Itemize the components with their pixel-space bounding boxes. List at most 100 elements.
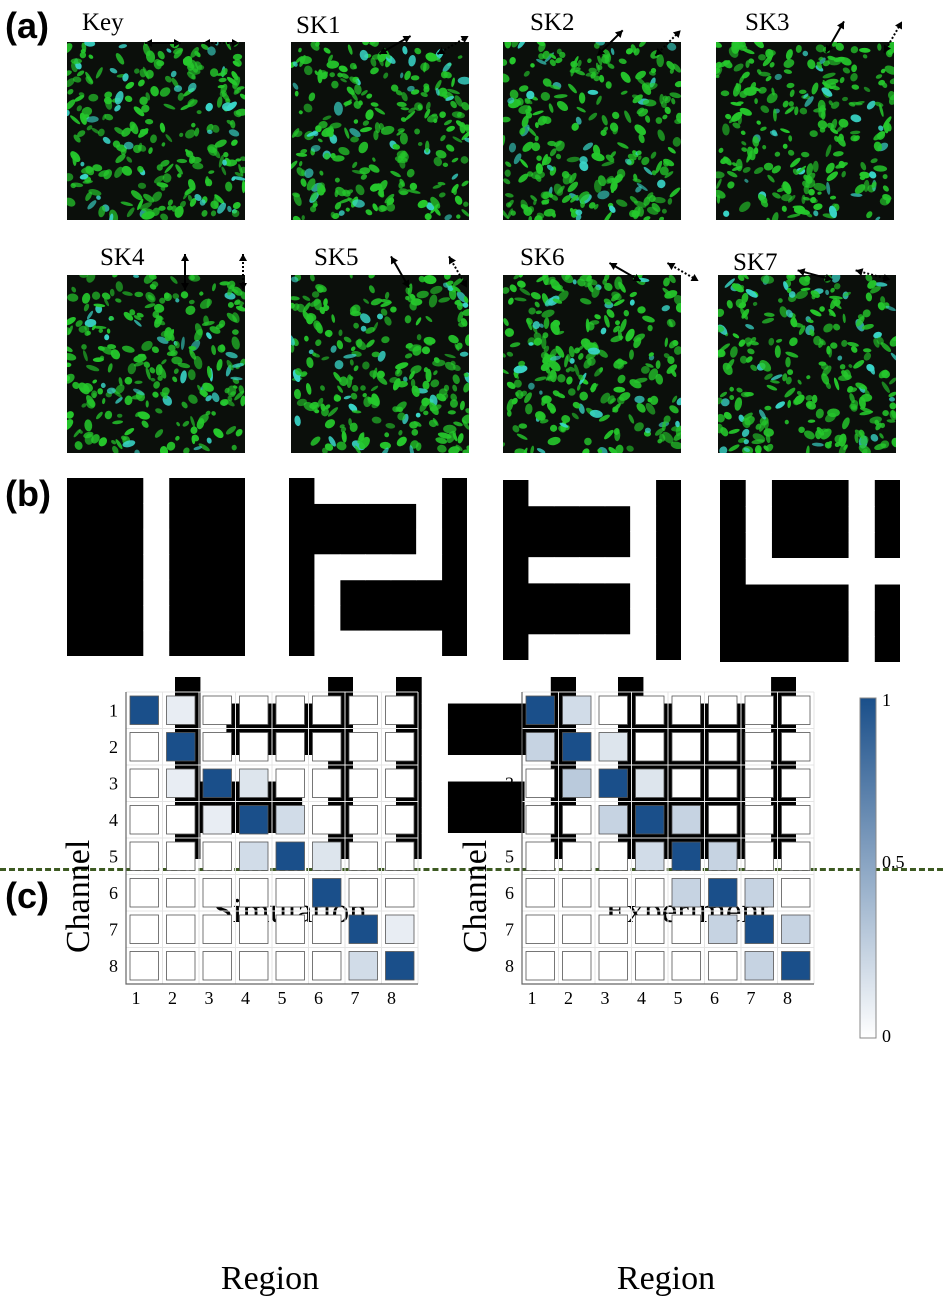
colorbar-tick-label: 0.5 — [882, 852, 905, 872]
heatmap-cell — [348, 732, 378, 762]
heatmap-cell — [385, 805, 415, 835]
heatmap-cell — [708, 914, 738, 944]
heatmap-cell — [525, 914, 555, 944]
microscopy-image-sk7 — [718, 275, 896, 453]
heatmap-cell — [562, 914, 592, 944]
heatmap-cell — [525, 951, 555, 981]
solid-arrow-icon — [145, 39, 181, 47]
heatmap-cell — [129, 768, 159, 798]
heatmap-cell — [348, 914, 378, 944]
x-tick-label: 7 — [351, 988, 360, 1008]
heatmap-cell — [635, 732, 665, 762]
heatmap-cell — [312, 805, 342, 835]
heatmap-cell — [744, 841, 774, 871]
x-tick-label: 4 — [637, 988, 646, 1008]
heatmap-cell — [708, 805, 738, 835]
heatmap-cell — [202, 805, 232, 835]
heatmap-cell — [348, 878, 378, 908]
heatmap-cell — [275, 878, 305, 908]
heatmap-cell — [635, 914, 665, 944]
y-tick-label: 1 — [109, 700, 118, 720]
heatmap-cell — [202, 732, 232, 762]
heatmap-cell — [671, 768, 701, 798]
y-tick-label: 1 — [505, 700, 514, 720]
heatmap-cell — [239, 951, 269, 981]
heatmap-cell — [275, 732, 305, 762]
heatmap-cell — [239, 914, 269, 944]
x-tick-label: 3 — [601, 988, 610, 1008]
heatmap-cell — [385, 914, 415, 944]
heatmap-cell — [744, 732, 774, 762]
heatmap-cell — [166, 805, 196, 835]
x-axis-label-simulation: Region — [220, 1260, 320, 1297]
solid-arrow-icon — [825, 20, 845, 54]
dotted-arrow-icon — [203, 39, 239, 47]
heatmap-cell — [781, 878, 811, 908]
heatmap-cell — [525, 695, 555, 725]
heatmap-cell — [708, 695, 738, 725]
microscopy-image-sk6 — [503, 275, 681, 453]
microscopy-label: Key — [82, 9, 124, 36]
heatmap-cell — [348, 768, 378, 798]
y-tick-label: 7 — [109, 919, 118, 939]
heatmap-cell — [239, 805, 269, 835]
heatmap-cell — [598, 914, 628, 944]
microscopy-image-sk4 — [67, 275, 245, 453]
heatmap-cell — [671, 732, 701, 762]
heatmap-cell — [744, 805, 774, 835]
dotted-arrow-icon — [654, 29, 682, 57]
heatmap-cell — [635, 695, 665, 725]
y-tick-label: 5 — [109, 846, 118, 866]
heatmap-cell — [744, 695, 774, 725]
microscopy-label: SK4 — [100, 244, 145, 271]
heatmap-cell — [781, 768, 811, 798]
heatmap-cell — [166, 732, 196, 762]
heatmap-cell — [598, 878, 628, 908]
heatmap-cell — [239, 695, 269, 725]
heatmap-cell — [348, 951, 378, 981]
x-tick-label: 4 — [241, 988, 250, 1008]
heatmap-cell — [744, 768, 774, 798]
heatmap-cell — [562, 951, 592, 981]
heatmap-cell — [129, 878, 159, 908]
heatmap-cell — [708, 878, 738, 908]
x-tick-label: 7 — [747, 988, 756, 1008]
digit-mask-2 — [289, 478, 467, 656]
microscopy-label: SK3 — [745, 9, 790, 36]
y-tick-label: 7 — [505, 919, 514, 939]
heatmap-cell — [781, 914, 811, 944]
heatmap-cell — [385, 878, 415, 908]
heatmap-cell — [671, 695, 701, 725]
section-divider — [0, 868, 943, 871]
y-tick-label: 4 — [109, 810, 118, 830]
heatmap-cell — [562, 768, 592, 798]
y-axis-label-experiment: Channel — [457, 839, 494, 953]
y-tick-label: 5 — [505, 846, 514, 866]
microscopy-label: SK1 — [296, 12, 341, 39]
heatmap-cell — [348, 805, 378, 835]
heatmap-cell — [385, 768, 415, 798]
heatmap-cell — [781, 695, 811, 725]
heatmap-cell — [744, 951, 774, 981]
panel-label-c: (c) — [5, 875, 49, 916]
heatmap-cell — [708, 841, 738, 871]
digit-mask-4 — [720, 480, 900, 662]
heatmap-cell — [708, 732, 738, 762]
dotted-arrow-icon — [448, 255, 468, 289]
solid-arrow-icon — [596, 29, 624, 57]
dotted-arrow-icon — [666, 262, 700, 282]
solid-arrow-icon — [181, 254, 189, 290]
heatmap-cell — [385, 695, 415, 725]
heatmap-cell — [562, 841, 592, 871]
dotted-arrow-icon — [239, 254, 247, 290]
heatmap-cell — [525, 768, 555, 798]
dotted-arrow-icon — [883, 20, 903, 54]
heatmap-cell — [598, 951, 628, 981]
y-axis-label-simulation: Channel — [60, 839, 97, 953]
y-tick-label: 8 — [109, 956, 118, 976]
solid-arrow-icon — [797, 268, 833, 282]
heatmap-cell — [202, 768, 232, 798]
heatmap-cell — [129, 914, 159, 944]
heatmap-cell — [239, 878, 269, 908]
heatmap-cell — [275, 768, 305, 798]
